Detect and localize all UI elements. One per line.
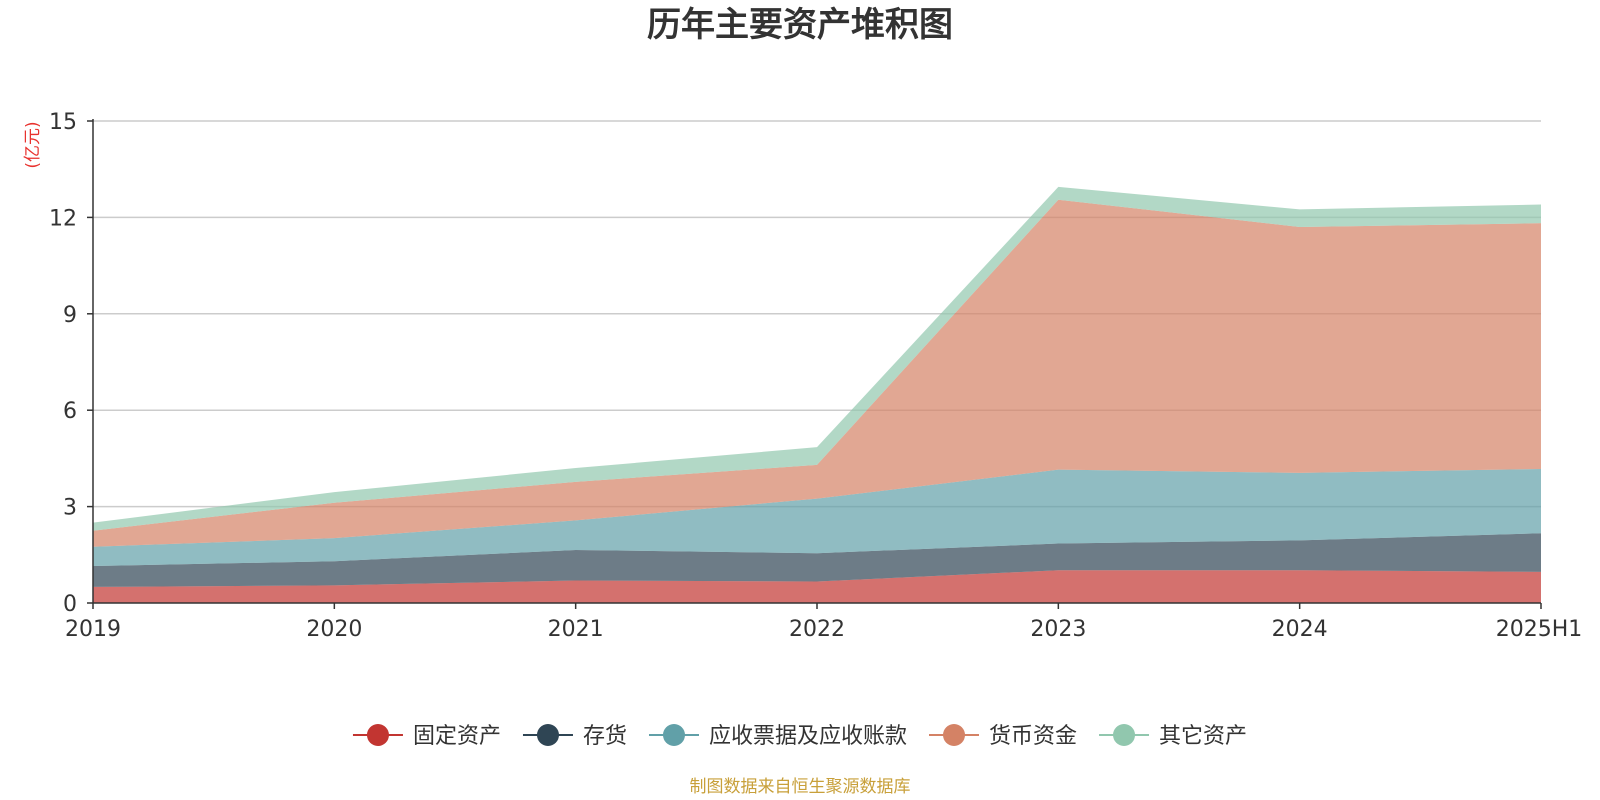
- legend-label: 货币资金: [989, 724, 1077, 749]
- legend-item: 存货: [522, 724, 627, 749]
- y-axis-unit: (亿元): [23, 121, 43, 168]
- x-tick-label: 2022: [789, 617, 845, 642]
- legend-marker: [662, 724, 685, 746]
- area-series-3: [93, 469, 1541, 567]
- x-tick-label: 2021: [548, 617, 604, 642]
- y-tick-label: 15: [49, 110, 77, 135]
- legend-marker: [366, 724, 389, 746]
- area-series-4: [93, 199, 1541, 547]
- legend-marker: [1113, 724, 1136, 746]
- y-tick-label: 3: [63, 496, 77, 521]
- legend-label: 存货: [583, 724, 627, 749]
- legend-label: 应收票据及应收账款: [709, 724, 907, 749]
- legend-marker: [536, 724, 559, 746]
- area-series-1: [93, 570, 1541, 603]
- legend-item: 货币资金: [929, 724, 1077, 749]
- source-note: 制图数据来自恒生聚源数据库: [690, 777, 911, 797]
- x-tick-label: 2023: [1030, 617, 1086, 642]
- y-tick-label: 6: [63, 399, 77, 424]
- legend-label: 固定资产: [413, 724, 501, 749]
- y-tick-label: 12: [49, 206, 77, 231]
- legend-item: 其它资产: [1099, 724, 1247, 749]
- y-tick-label: 9: [63, 303, 77, 328]
- chart-title: 历年主要资产堆积图: [647, 5, 953, 45]
- x-tick-label: 2020: [306, 617, 362, 642]
- axes: 0 3 6 9 12 15 2019 2020 2021 2022 2023 2024 2025H1: [49, 110, 1582, 642]
- legend-label: 其它资产: [1159, 724, 1247, 749]
- x-tick-label: 2025H1: [1496, 617, 1583, 642]
- area-series-2: [93, 533, 1541, 587]
- x-tick-label: 2019: [65, 617, 121, 642]
- x-tick-label: 2024: [1272, 617, 1328, 642]
- area-series: [93, 186, 1541, 603]
- legend-item: 固定资产: [352, 724, 501, 749]
- legend-marker: [943, 724, 966, 746]
- legend-item: 应收票据及应收账款: [648, 724, 907, 749]
- y-tick-label: 0: [63, 592, 77, 617]
- area-series-5: [93, 186, 1541, 531]
- legend: 固定资产 存货 应收票据及应收账款 货币资金 其它资产: [352, 724, 1247, 749]
